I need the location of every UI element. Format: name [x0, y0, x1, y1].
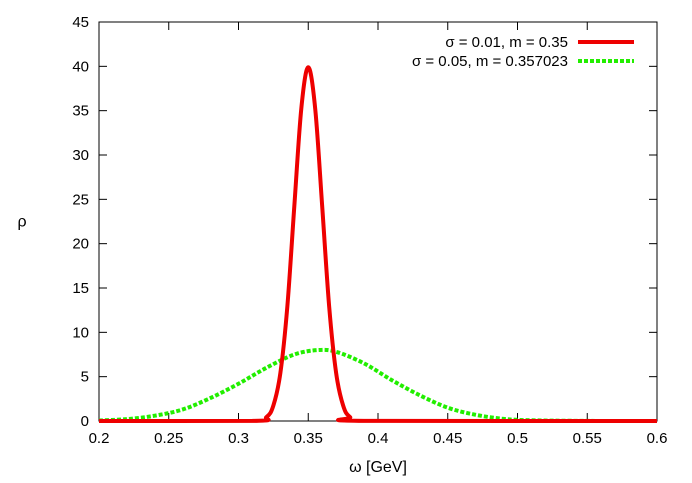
y-tick-labels: 0 5 10 15 20 25 30 35 40 45: [72, 14, 89, 430]
x-tick-label: 0.55: [573, 430, 602, 447]
legend-label: σ = 0.01, m = 0.35: [445, 34, 568, 51]
plot-area: [98, 21, 658, 423]
y-tick-label: 0: [81, 413, 89, 430]
y-tick-label: 10: [72, 324, 89, 341]
x-tick-label: 0.3: [228, 430, 249, 447]
series-line-1: [98, 347, 658, 423]
series-layer: [98, 65, 658, 423]
plot-frame: [98, 21, 658, 422]
y-tick-label: 15: [72, 280, 89, 297]
y-tick-label: 20: [72, 236, 89, 253]
x-tick-label: 0.6: [647, 430, 668, 447]
y-tick-label: 25: [72, 191, 89, 208]
x-axis-label: ω [GeV]: [349, 459, 407, 476]
legend: σ = 0.01, m = 0.35 σ = 0.05, m = 0.35702…: [412, 34, 634, 70]
x-tick-label: 0.25: [154, 430, 183, 447]
y-tick-label: 30: [72, 147, 89, 164]
x-tick-labels: 0.2 0.25 0.3 0.35 0.4 0.45 0.5 0.55 0.6: [89, 430, 668, 447]
x-tick-label: 0.45: [433, 430, 462, 447]
y-tick-label: 40: [72, 58, 89, 75]
y-tick-label: 5: [81, 369, 89, 386]
y-axis-label: ρ: [17, 214, 26, 231]
x-tick-label: 0.35: [294, 430, 323, 447]
legend-label: σ = 0.05, m = 0.357023: [412, 53, 568, 70]
legend-entry-0: σ = 0.01, m = 0.35: [445, 34, 634, 51]
y-tick-label: 35: [72, 103, 89, 120]
legend-entry-1: σ = 0.05, m = 0.357023: [412, 53, 634, 70]
x-tick-label: 0.4: [368, 430, 389, 447]
y-tick-label: 45: [72, 14, 89, 31]
ticks: [98, 21, 658, 422]
x-tick-label: 0.2: [89, 430, 110, 447]
series-line-0: [98, 65, 658, 423]
x-tick-label: 0.5: [507, 430, 528, 447]
